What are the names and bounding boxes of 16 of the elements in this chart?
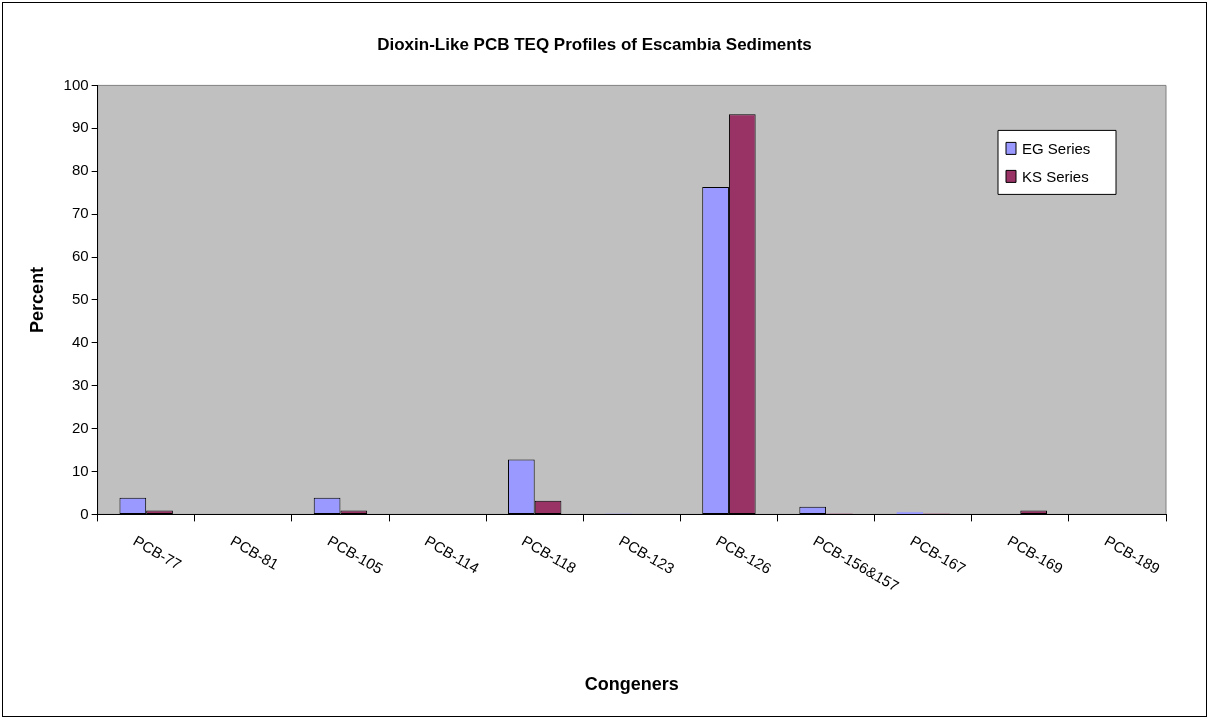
y-tick-label: 70	[71, 204, 89, 222]
y-tick-label: 30	[71, 375, 89, 393]
y-tick-label: 0	[80, 504, 89, 522]
chart-title: Dioxin-Like PCB TEQ Profiles of Escambia Sediments	[377, 34, 812, 54]
y-tick-label: 90	[71, 118, 89, 136]
y-tick-label: 10	[71, 461, 89, 479]
y-axis-title: Percent	[26, 266, 47, 333]
y-tick-label: 100	[63, 75, 89, 93]
y-tick-label: 50	[71, 290, 89, 308]
legend-label: KS Series	[1022, 167, 1089, 185]
legend-label: EG Series	[1022, 139, 1091, 157]
y-tick-label: 20	[71, 418, 89, 436]
y-tick-label: 80	[71, 161, 89, 179]
y-tick-label: 60	[71, 247, 89, 265]
y-tick-label: 40	[71, 332, 89, 350]
x-axis-title: Congeners	[584, 674, 679, 695]
